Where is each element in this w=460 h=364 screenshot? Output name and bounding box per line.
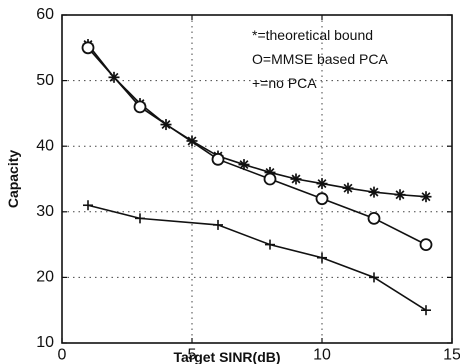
legend-entry: O=MMSE based PCA (252, 51, 388, 67)
legend: *=theoretical bound O=MMSE based PCA +=no … (252, 27, 388, 91)
asterisk-stroke (317, 179, 327, 189)
series-layer (81, 39, 433, 316)
y-tick-label: 50 (36, 72, 54, 89)
y-tick-label: 20 (36, 269, 54, 286)
grid-lines (62, 15, 452, 343)
asterisk-stroke (239, 160, 249, 170)
data-point-plus (369, 272, 379, 283)
data-point-circle (315, 192, 329, 206)
series-plus (83, 200, 431, 316)
asterisk-stroke (343, 183, 353, 193)
y-tick-label: 30 (36, 203, 54, 220)
x-tick-label: 5 (188, 346, 197, 363)
x-tick-label: 10 (313, 346, 331, 363)
data-point-plus (421, 305, 431, 316)
data-point-plus (83, 200, 93, 211)
data-point-asterisk (368, 186, 380, 198)
plot-frame (61, 14, 453, 344)
x-axis-label: Target SINR(dB) (173, 349, 280, 364)
data-point-asterisk (290, 173, 302, 185)
y-tick-label: 40 (36, 137, 54, 154)
series-circle (81, 41, 433, 252)
data-point-circle (211, 152, 225, 166)
data-point-circle (263, 172, 277, 186)
axis-ticks: 0 5 10 15 10 20 30 40 50 60 (36, 6, 460, 363)
data-point-plus (317, 252, 327, 263)
legend-entry: *=theoretical bound (252, 27, 373, 43)
data-point-plus (135, 213, 145, 224)
data-point-circle (367, 211, 381, 225)
x-tick-label: 15 (443, 346, 460, 363)
data-point-asterisk (420, 191, 432, 203)
data-point-asterisk (238, 159, 250, 171)
data-point-asterisk (342, 182, 354, 194)
data-point-circle (419, 238, 433, 252)
y-axis-label: Capacity (5, 150, 21, 209)
data-point-plus (265, 239, 275, 250)
data-point-plus (213, 219, 223, 230)
data-point-asterisk (316, 178, 328, 190)
asterisk-stroke (395, 190, 405, 200)
legend-entry: +=no PCA (252, 75, 317, 91)
asterisk-stroke (291, 174, 301, 184)
asterisk-stroke (421, 192, 431, 202)
asterisk-stroke (369, 187, 379, 197)
y-tick-label: 60 (36, 6, 54, 23)
data-point-circle (81, 41, 95, 55)
data-point-asterisk (394, 189, 406, 201)
x-tick-label: 0 (58, 346, 67, 363)
data-point-circle (133, 100, 147, 114)
y-tick-label: 10 (36, 334, 54, 351)
